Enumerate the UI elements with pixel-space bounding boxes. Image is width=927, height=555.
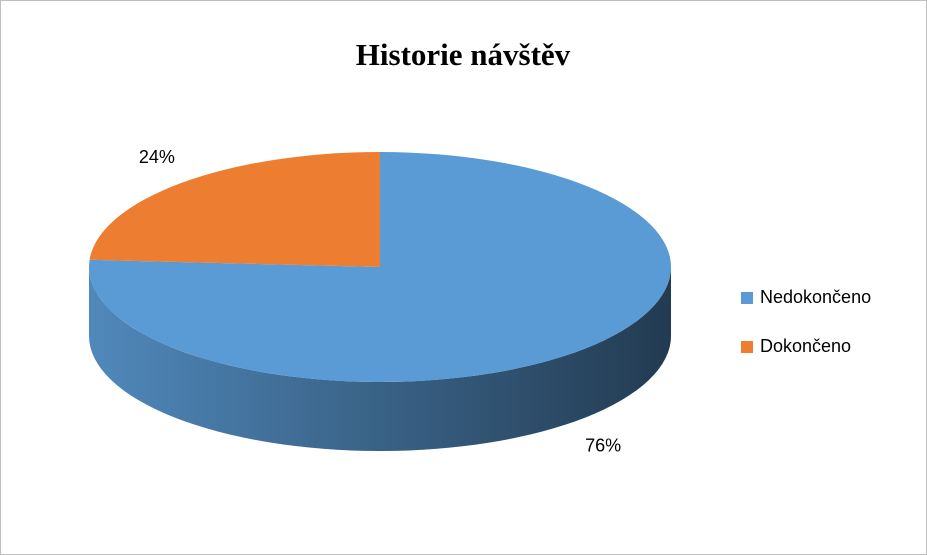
legend-label: Nedokončeno [760, 287, 871, 307]
legend-swatch [741, 341, 753, 353]
data-label: 76% [585, 435, 621, 455]
slice [89, 152, 380, 267]
data-label: 24% [139, 147, 175, 167]
legend-label: Dokončeno [760, 336, 851, 356]
slice-side-shade [89, 267, 671, 451]
chart-title: Historie návštěv [356, 37, 571, 72]
legend-swatch [741, 292, 753, 304]
